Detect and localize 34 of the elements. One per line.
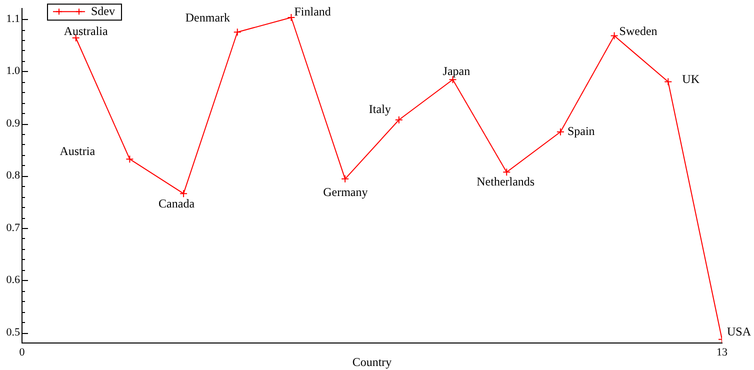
y-tick-label: 1.1 <box>6 12 20 25</box>
point <box>394 116 403 124</box>
annotation: Sweden <box>619 24 658 38</box>
point <box>180 190 188 198</box>
annotation: Finland <box>294 4 331 19</box>
y-tick-label: 0.9 <box>6 117 20 130</box>
point <box>610 32 618 40</box>
annotation: Denmark <box>185 10 230 24</box>
annotation: Spain <box>567 124 595 138</box>
legend-label: Sdev <box>91 4 115 18</box>
y-tick-label: 1.0 <box>6 65 20 78</box>
annotation: Italy <box>368 102 391 116</box>
annotation: Australia <box>64 24 109 38</box>
annotation: Austria <box>60 144 96 158</box>
point <box>341 174 350 183</box>
annotation: Japan <box>442 64 470 78</box>
point <box>126 155 134 164</box>
y-tick-label: 0.5 <box>6 326 20 338</box>
point <box>233 28 242 36</box>
point <box>556 128 564 136</box>
annotation: Canada <box>158 196 196 211</box>
annotation: USA <box>727 324 752 338</box>
x-axis-title: Country <box>352 354 392 369</box>
point <box>502 168 511 176</box>
x-tick-label: 13 <box>716 346 728 358</box>
y-tick-label: 0.6 <box>6 274 20 286</box>
x-tick-label: 0 <box>19 346 26 358</box>
y-tick-label: 0.8 <box>6 170 20 182</box>
annotation: Germany <box>323 185 368 200</box>
y-tick-label: 0.7 <box>6 222 20 234</box>
point <box>664 78 672 86</box>
annotation: Netherlands <box>476 174 535 188</box>
point <box>287 13 296 22</box>
annotation: UK <box>682 72 700 86</box>
